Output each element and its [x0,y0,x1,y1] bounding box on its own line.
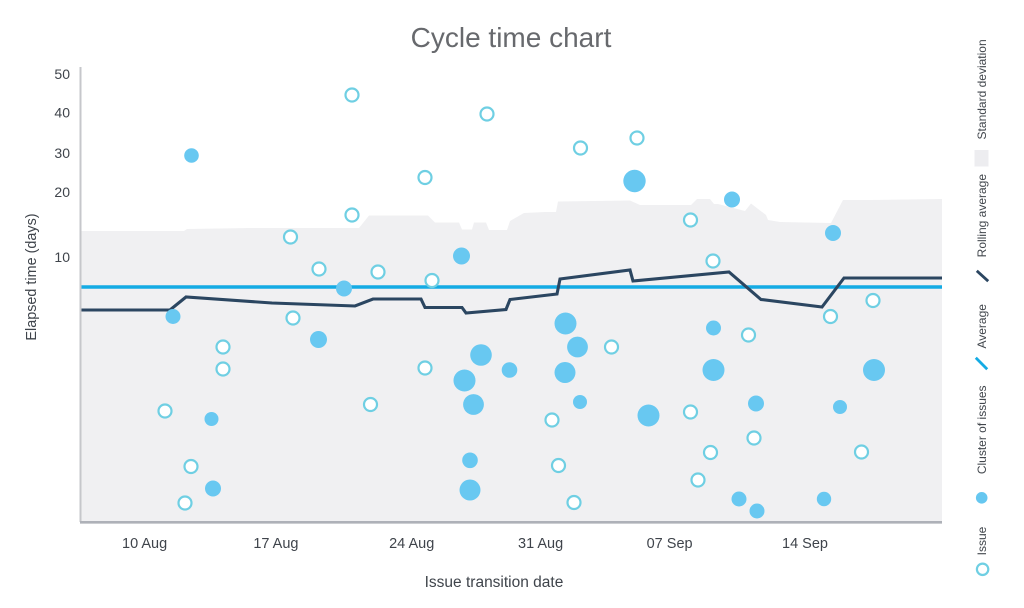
svg-text:Issue: Issue [975,526,989,555]
svg-text:50: 50 [54,66,70,82]
svg-text:20: 20 [54,184,70,200]
svg-text:30: 30 [54,145,70,161]
svg-text:24 Aug: 24 Aug [389,536,434,552]
svg-text:10: 10 [54,249,70,265]
svg-text:Cluster of issues: Cluster of issues [975,385,989,474]
svg-text:17 Aug: 17 Aug [253,536,298,552]
svg-text:31 Aug: 31 Aug [518,536,563,552]
svg-text:10 Aug: 10 Aug [122,536,167,552]
svg-text:Elapsed time (days): Elapsed time (days) [24,213,40,340]
svg-text:14 Sep: 14 Sep [782,536,828,552]
svg-text:Rolling average: Rolling average [975,174,989,258]
svg-text:Issue transition date: Issue transition date [425,574,564,591]
svg-text:Standard deviation: Standard deviation [975,39,989,139]
svg-text:40: 40 [54,105,70,121]
svg-text:07 Sep: 07 Sep [647,536,693,552]
svg-text:Cycle time chart: Cycle time chart [411,22,612,53]
svg-text:Average: Average [975,304,989,349]
